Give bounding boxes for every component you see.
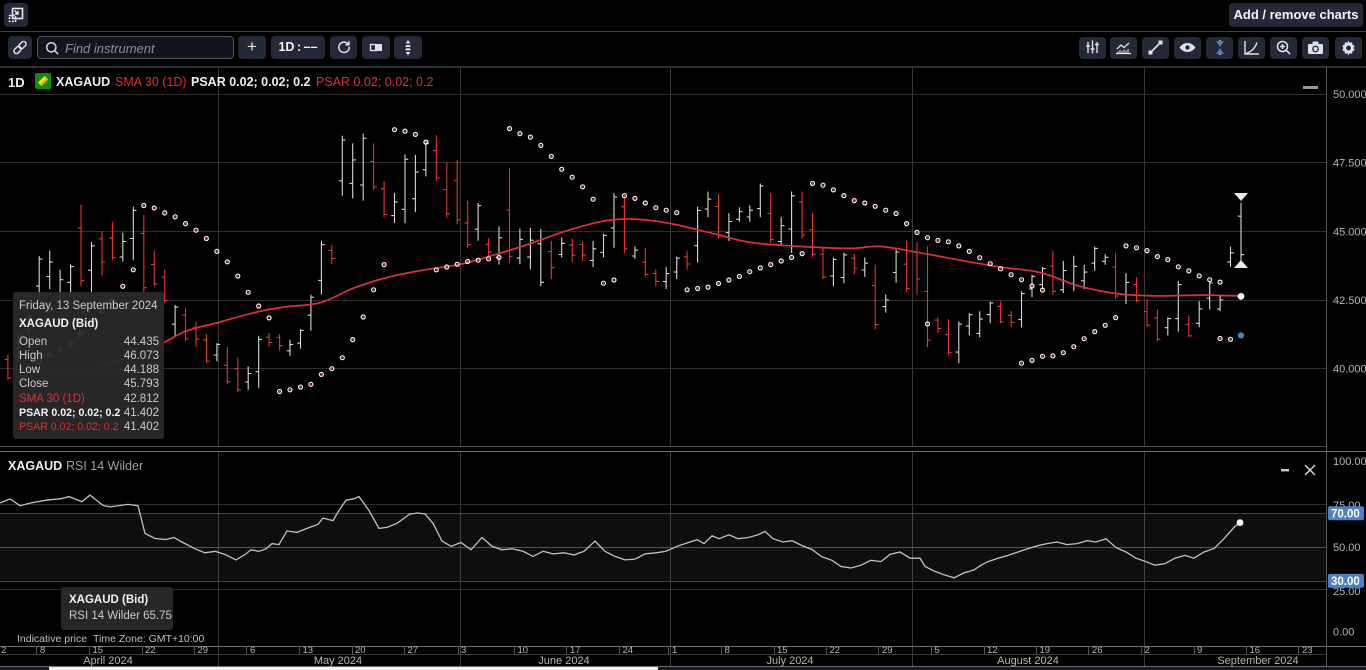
svg-text:9: 9 (1197, 645, 1202, 656)
svg-text:6: 6 (250, 645, 255, 656)
svg-text:August 2024: August 2024 (997, 655, 1059, 667)
svg-text:40.000: 40.000 (1333, 364, 1366, 376)
svg-text:29: 29 (198, 645, 209, 656)
svg-text:22: 22 (145, 645, 156, 656)
svg-text:17: 17 (570, 645, 581, 656)
svg-text:3: 3 (461, 645, 466, 656)
svg-text:45.000: 45.000 (1333, 226, 1366, 238)
svg-text:5: 5 (935, 645, 940, 656)
svg-text:0.00: 0.00 (1333, 627, 1354, 639)
svg-text:2: 2 (1, 645, 6, 656)
svg-text:70.00: 70.00 (1331, 509, 1360, 521)
svg-text:26: 26 (1092, 645, 1103, 656)
svg-text:15: 15 (777, 645, 788, 656)
svg-text:20: 20 (355, 645, 366, 656)
svg-text:April 2024: April 2024 (83, 655, 133, 667)
svg-text:8: 8 (725, 645, 730, 656)
svg-text:29: 29 (882, 645, 893, 656)
svg-text:8: 8 (40, 645, 45, 656)
svg-text:42.500: 42.500 (1333, 295, 1366, 307)
svg-text:50.000: 50.000 (1333, 89, 1366, 101)
svg-text:June 2024: June 2024 (538, 655, 589, 667)
svg-text:12: 12 (987, 645, 998, 656)
svg-text:15: 15 (93, 645, 104, 656)
svg-text:10: 10 (518, 645, 529, 656)
svg-text:September 2024: September 2024 (1217, 655, 1298, 667)
svg-text:24: 24 (623, 645, 634, 656)
svg-text:16: 16 (1250, 645, 1261, 656)
svg-text:47.500: 47.500 (1333, 158, 1366, 170)
svg-text:May 2024: May 2024 (314, 655, 362, 667)
svg-text:25.00: 25.00 (1333, 586, 1361, 598)
svg-text:50.00: 50.00 (1333, 542, 1361, 554)
svg-text:1: 1 (672, 645, 677, 656)
svg-text:100.00: 100.00 (1333, 456, 1366, 468)
svg-text:27: 27 (408, 645, 419, 656)
svg-text:July 2024: July 2024 (766, 655, 813, 667)
svg-text:13: 13 (303, 645, 314, 656)
svg-text:30.00: 30.00 (1331, 576, 1360, 588)
svg-text:22: 22 (830, 645, 841, 656)
svg-text:19: 19 (1040, 645, 1051, 656)
svg-text:2: 2 (1145, 645, 1150, 656)
svg-text:23: 23 (1302, 645, 1313, 656)
